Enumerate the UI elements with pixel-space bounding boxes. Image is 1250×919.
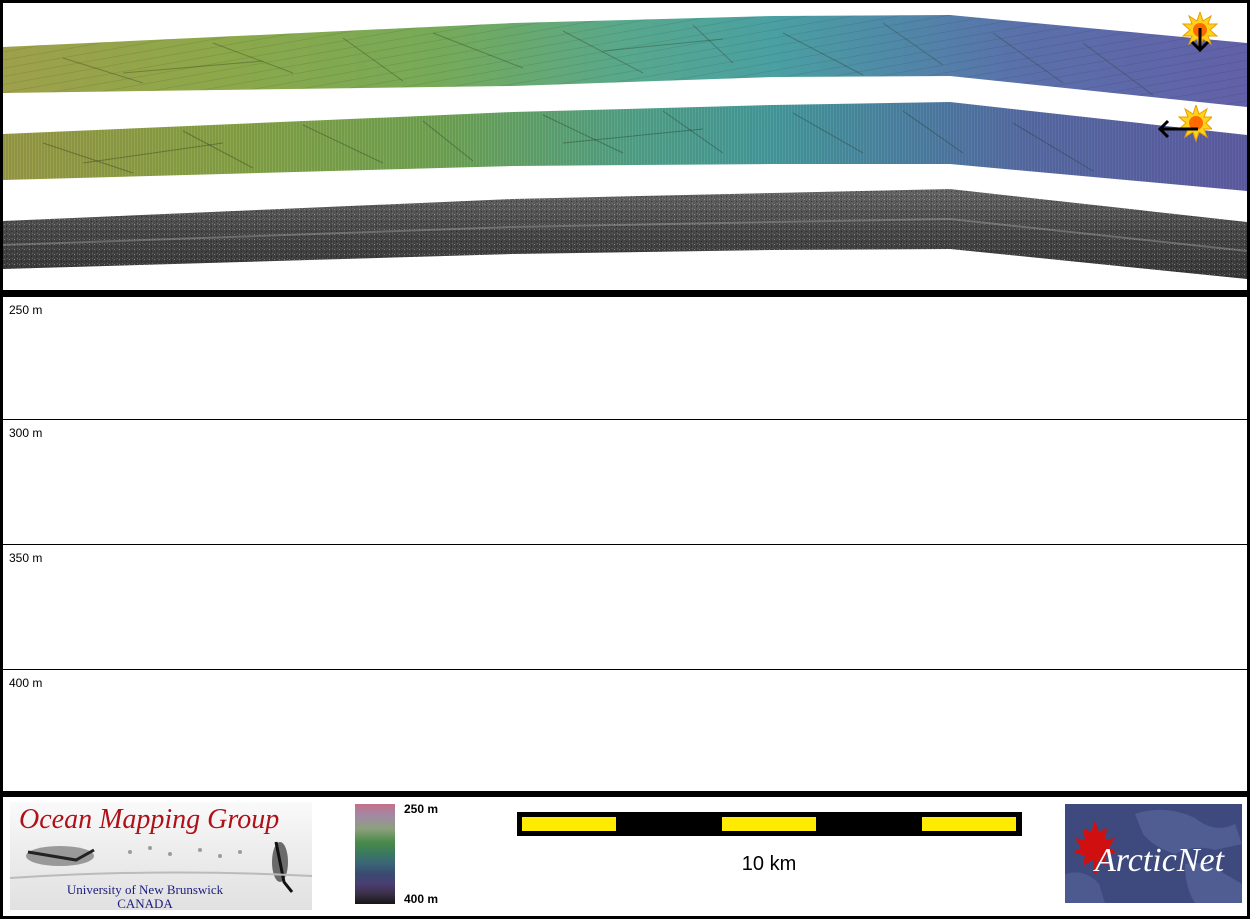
depth-label: 350 m [9,551,43,565]
footer-panel: Ocean Mapping Group University of New Br… [3,797,1247,916]
swath-shaded-relief-1 [3,15,1247,107]
maple-leaf-icon [1073,820,1117,874]
arctic-map-background [1065,809,1242,903]
sun-illumination-north [1171,12,1227,52]
ocean-mapping-group-logo: Ocean Mapping Group University of New Br… [10,802,312,910]
arrow-left-icon [1157,119,1198,139]
seafloor-image [10,841,312,893]
sun-illumination-icon [1177,105,1212,143]
arrow-down-icon [1190,28,1210,52]
depth-scale-top-label: 250 m [404,802,439,816]
depth-row: 400 m [3,669,1247,791]
depth-label: 300 m [9,426,43,440]
logo-subtitle-country: CANADA [117,896,173,910]
swath-map-panel [3,3,1247,290]
depth-label: 400 m [9,676,43,690]
logo-title: Ocean Mapping Group [19,804,280,835]
swath-map [3,15,1247,279]
distance-scale-bar [517,812,1022,836]
depth-row: 250 m [3,297,1247,421]
depth-profile-panel: 250 m 300 m 350 m 400 m [3,297,1247,791]
depth-color-scale [355,804,395,904]
scale-bar-label: 10 km [741,853,797,875]
depth-row: 300 m [3,419,1247,543]
swath-backscatter [3,189,1247,279]
logo-subtitle-university: University of New Brunswick [66,882,224,897]
scale-bar-segment [922,817,1016,831]
depth-row: 350 m [3,544,1247,668]
scale-bar-segment [722,817,816,831]
depth-label: 250 m [9,303,43,317]
depth-scale-bottom-label: 400 m [404,892,439,906]
swath-shaded-relief-2 [3,102,1247,191]
arcticnet-logo: ArcticNet [1065,804,1242,903]
sun-illumination-east [1156,105,1212,145]
partner-logo-text: ArcticNet [1095,842,1225,879]
scale-bar-segment [522,817,616,831]
